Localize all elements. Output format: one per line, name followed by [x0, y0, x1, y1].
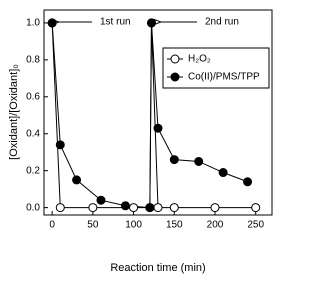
legend-marker — [170, 72, 180, 82]
x-tick-label: 200 — [207, 220, 224, 231]
data-point — [194, 156, 204, 166]
annotation: 2nd run — [205, 17, 239, 28]
data-point — [145, 203, 155, 213]
x-tick-label: 150 — [166, 220, 183, 231]
y-tick-label: 0.0 — [26, 202, 40, 213]
data-point — [72, 175, 82, 185]
y-axis-label: [Oxidant]/[Oxidant]₀ — [8, 64, 20, 160]
y-tick-label: 0.8 — [26, 55, 40, 66]
data-point — [243, 177, 253, 187]
legend-box — [162, 47, 270, 89]
data-point — [153, 123, 163, 133]
data-point — [169, 155, 179, 165]
x-tick-label: 50 — [87, 220, 99, 231]
data-point — [129, 203, 139, 213]
legend-label: Co(II)/PMS/TPP — [188, 72, 260, 83]
data-point — [55, 140, 65, 150]
x-tick-label: 100 — [125, 220, 142, 231]
annotation: 1st run — [100, 17, 131, 28]
data-point — [169, 203, 179, 213]
data-point — [96, 195, 106, 205]
data-point — [210, 203, 220, 213]
data-point — [120, 201, 130, 211]
chart: Reaction time (min) [Oxidant]/[Oxidant]₀… — [8, 9, 273, 274]
data-point — [146, 18, 156, 28]
data-point — [55, 203, 65, 213]
data-point — [218, 168, 228, 178]
y-tick-label: 0.2 — [26, 165, 40, 176]
y-tick-label: 0.6 — [26, 91, 40, 102]
data-point — [251, 203, 261, 213]
legend-label: H₂O₂ — [188, 54, 211, 65]
x-axis-label: Reaction time (min) — [110, 262, 205, 274]
x-tick-label: 250 — [247, 220, 264, 231]
legend-marker — [170, 54, 180, 64]
y-tick-label: 0.4 — [26, 128, 40, 139]
x-tick-label: 0 — [49, 220, 55, 231]
data-point — [153, 203, 163, 213]
y-tick-label: 1.0 — [26, 18, 40, 29]
data-point — [47, 18, 57, 28]
data-point — [88, 203, 98, 213]
plot-frame — [43, 9, 273, 216]
